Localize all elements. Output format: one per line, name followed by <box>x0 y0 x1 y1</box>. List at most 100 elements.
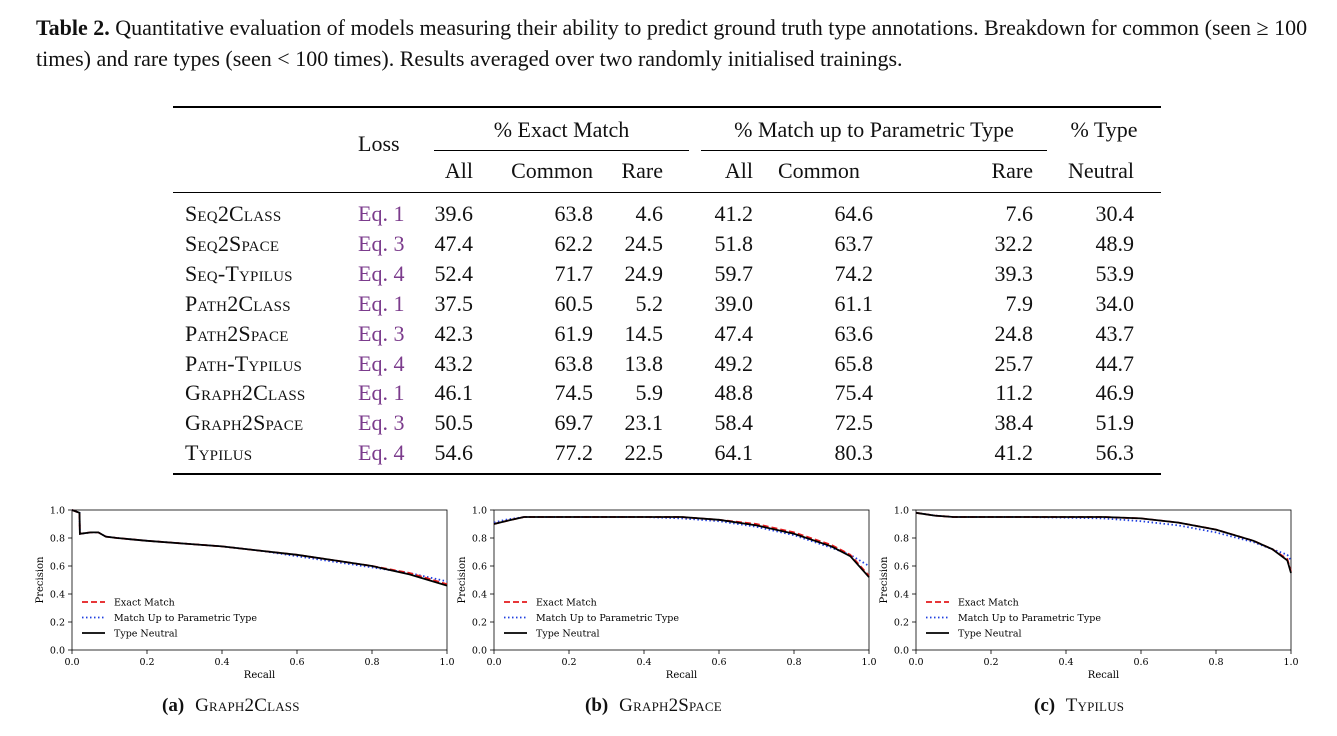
series-line-exact-match <box>71 509 448 586</box>
cell-p-rare: 7.6 <box>1005 201 1034 226</box>
legend-entry: Type Neutral <box>114 629 178 640</box>
header-type: % Type <box>1070 117 1138 142</box>
plot-frame <box>71 509 448 651</box>
figure-subcaption: (a) Graph2Class <box>162 695 300 717</box>
figure-subcaption: (b) Graph2Space <box>585 695 722 717</box>
cell-e-common: 71.7 <box>554 260 594 286</box>
cell-e-all: 43.2 <box>434 350 474 376</box>
cell-p-rare: 11.2 <box>995 380 1033 406</box>
series-line-match-up-to-parametric-type <box>493 516 870 567</box>
cell-e-common: 61.9 <box>554 320 594 346</box>
cell-p-all: 41.2 <box>714 201 754 226</box>
x-tick-label: 0.6 <box>289 657 304 668</box>
cell-neutral: 56.3 <box>1095 440 1135 466</box>
cell-p-all: 51.8 <box>714 230 754 256</box>
x-tick-label: 0.4 <box>1058 657 1073 668</box>
y-tick-label: 0.2 <box>50 618 65 629</box>
pr-chart: 0.0 0.2 0.4 0.6 0.8 1.0 0.0 0.2 0.4 0.6 0.8 1.0 Reca… <box>35 506 455 682</box>
cell-p-common: 65.8 <box>834 350 874 376</box>
plot-frame <box>915 509 1292 651</box>
x-axis-label: Recall <box>1088 670 1119 681</box>
mid-rule <box>173 192 1161 193</box>
parametric-rule <box>701 150 1047 151</box>
x-tick-label: 0.8 <box>364 657 379 668</box>
x-tick-label: 0.2 <box>983 657 998 668</box>
figure-subcaption: (c) Typilus <box>1034 695 1124 717</box>
cell-loss: Eq. 1 <box>358 380 405 406</box>
subcaption-model: Graph2Space <box>614 695 722 716</box>
series-line-type-neutral <box>71 509 448 587</box>
cell-p-all: 48.8 <box>714 380 754 406</box>
x-tick-label: 0.0 <box>64 657 79 668</box>
x-axis-label: Recall <box>244 670 275 681</box>
subcaption-model: Typilus <box>1061 695 1125 716</box>
y-tick-label: 0.2 <box>472 618 487 629</box>
subcaption-label: (a) <box>162 695 185 716</box>
bottom-rule <box>173 473 1161 475</box>
cell-e-common: 60.5 <box>554 290 594 316</box>
subcaption-model: Graph2Class <box>190 695 300 716</box>
cell-neutral: 46.9 <box>1095 380 1135 406</box>
cell-e-common: 62.2 <box>554 230 594 256</box>
cell-e-common: 69.7 <box>554 410 594 436</box>
cell-p-rare: 39.3 <box>994 260 1034 286</box>
cell-p-all: 59.7 <box>714 260 754 286</box>
y-tick-label: 1.0 <box>50 506 65 517</box>
x-tick-label: 0.8 <box>786 657 801 668</box>
cell-model: Typilus <box>185 440 253 466</box>
y-tick-label: 1.0 <box>894 506 909 517</box>
cell-p-all: 64.1 <box>714 440 754 466</box>
cell-model: Seq-Typilus <box>185 260 293 286</box>
plot-frame <box>493 509 870 651</box>
x-tick-label: 0.6 <box>711 657 726 668</box>
series-line-exact-match <box>493 516 870 577</box>
cell-e-all: 42.3 <box>434 320 474 346</box>
cell-model: Path-Typilus <box>185 350 303 376</box>
cell-p-rare: 32.2 <box>994 230 1034 256</box>
legend-entry: Exact Match <box>958 598 1019 609</box>
caption-label: Table 2. <box>36 15 110 40</box>
cell-neutral: 48.9 <box>1095 230 1135 256</box>
series-line-type-neutral <box>493 516 870 578</box>
x-tick-label: 0.8 <box>1208 657 1223 668</box>
cell-e-all: 54.6 <box>434 440 474 466</box>
header-exact-common: Common <box>511 158 593 183</box>
cell-model: Graph2Class <box>185 380 306 406</box>
x-tick-label: 0.2 <box>561 657 576 668</box>
cell-neutral: 34.0 <box>1095 290 1135 316</box>
cell-p-common: 75.4 <box>834 380 874 406</box>
cell-e-all: 47.4 <box>434 230 474 256</box>
y-tick-label: 0.6 <box>472 562 487 573</box>
cell-p-all: 49.2 <box>714 350 754 376</box>
cell-e-rare: 5.9 <box>635 380 664 406</box>
y-tick-label: 0.8 <box>894 534 909 545</box>
header-loss: Loss <box>358 131 400 156</box>
cell-model: Path2Class <box>185 290 291 316</box>
legend-entry: Match Up to Parametric Type <box>958 613 1101 624</box>
cell-loss: Eq. 1 <box>358 290 405 316</box>
y-tick-label: 0.2 <box>894 618 909 629</box>
cell-e-rare: 24.9 <box>624 260 664 286</box>
y-tick-label: 0.4 <box>50 590 65 601</box>
y-tick-label: 0.6 <box>50 562 65 573</box>
cell-loss: Eq. 3 <box>358 410 405 436</box>
cell-loss: Eq. 4 <box>358 260 405 286</box>
cell-e-common: 74.5 <box>554 380 594 406</box>
header-exact-match: % Exact Match <box>493 117 630 142</box>
results-table: Loss % Exact Match % Match up to Paramet… <box>173 106 1161 476</box>
cell-neutral: 44.7 <box>1095 350 1135 376</box>
cell-p-rare: 7.9 <box>1005 290 1034 316</box>
y-tick-label: 0.0 <box>894 646 909 657</box>
header-exact-all: All <box>444 158 473 183</box>
y-tick-label: 0.8 <box>50 534 65 545</box>
cell-loss: Eq. 1 <box>358 201 405 226</box>
subcaption-label: (b) <box>585 695 609 716</box>
header-exact-rare: Rare <box>621 158 663 183</box>
caption-text: Quantitative evaluation of models measur… <box>36 15 1308 71</box>
cell-p-common: 63.7 <box>834 230 874 256</box>
x-tick-label: 1.0 <box>861 657 876 668</box>
cell-e-all: 52.4 <box>434 260 474 286</box>
cell-p-common: 80.3 <box>834 440 874 466</box>
y-tick-label: 1.0 <box>472 506 487 517</box>
y-tick-label: 0.4 <box>472 590 487 601</box>
